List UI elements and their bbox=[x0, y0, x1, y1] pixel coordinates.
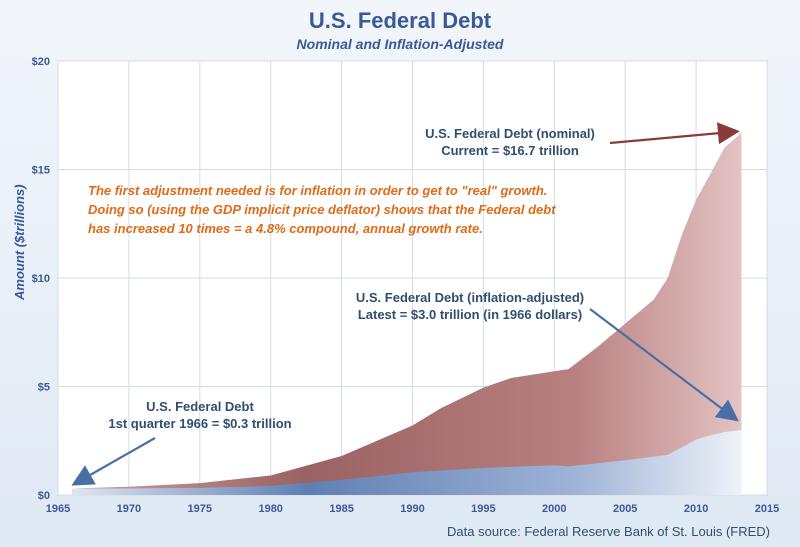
annotation-nominal: U.S. Federal Debt (nominal) Current = $1… bbox=[410, 125, 610, 159]
adjusted-debt-area bbox=[72, 429, 742, 495]
annotation-start-line2: 1st quarter 1966 = $0.3 trillion bbox=[108, 416, 292, 431]
arrow-adjusted bbox=[589, 308, 739, 422]
y-tick-label: $5 bbox=[38, 382, 50, 394]
annotation-note-line2: Doing so (using the GDP implicit price d… bbox=[88, 202, 556, 217]
y-tick-label: $10 bbox=[32, 273, 50, 285]
x-tick-label: 1980 bbox=[258, 503, 282, 515]
x-tick-label: 1990 bbox=[400, 503, 424, 515]
annotation-note-line3: has increased 10 times = a 4.8% compound… bbox=[88, 221, 483, 236]
annotation-nominal-line2: Current = $16.7 trillion bbox=[441, 143, 579, 158]
annotation-adjusted: U.S. Federal Debt (inflation-adjusted) L… bbox=[340, 289, 600, 323]
annotation-adjusted-line2: Latest = $3.0 trillion (in 1966 dollars) bbox=[357, 307, 583, 322]
nominal-debt-area bbox=[72, 132, 742, 496]
x-tick-label: 1975 bbox=[188, 503, 212, 515]
annotation-adjusted-line1: U.S. Federal Debt (inflation-adjusted) bbox=[355, 290, 585, 305]
annotation-note-line1: The first adjustment needed is for infla… bbox=[88, 183, 548, 198]
annotation-start: U.S. Federal Debt 1st quarter 1966 = $0.… bbox=[100, 398, 300, 432]
x-tick-label: 2005 bbox=[613, 503, 637, 515]
x-tick-label: 1970 bbox=[117, 503, 141, 515]
x-tick-label: 2010 bbox=[684, 503, 708, 515]
annotation-nominal-line1: U.S. Federal Debt (nominal) bbox=[425, 126, 595, 141]
x-tick-label: 2015 bbox=[755, 503, 779, 515]
x-tick-label: 1995 bbox=[471, 503, 495, 515]
arrow-start bbox=[71, 437, 156, 486]
x-tick-label: 2000 bbox=[542, 503, 566, 515]
x-tick-label: 1985 bbox=[329, 503, 353, 515]
annotation-note: The first adjustment needed is for infla… bbox=[88, 181, 556, 238]
y-tick-label: $20 bbox=[32, 56, 50, 68]
y-tick-label: $0 bbox=[38, 490, 50, 502]
chart-title: U.S. Federal Debt bbox=[308, 8, 492, 33]
annotation-start-line1: U.S. Federal Debt bbox=[146, 399, 254, 414]
y-tick-label: $15 bbox=[32, 165, 50, 177]
x-tick-label: 1965 bbox=[46, 503, 70, 515]
data-source: Data source: Federal Reserve Bank of St.… bbox=[447, 524, 770, 539]
chart-subtitle: Nominal and Inflation-Adjusted bbox=[296, 36, 504, 52]
arrow-nominal bbox=[609, 122, 740, 145]
